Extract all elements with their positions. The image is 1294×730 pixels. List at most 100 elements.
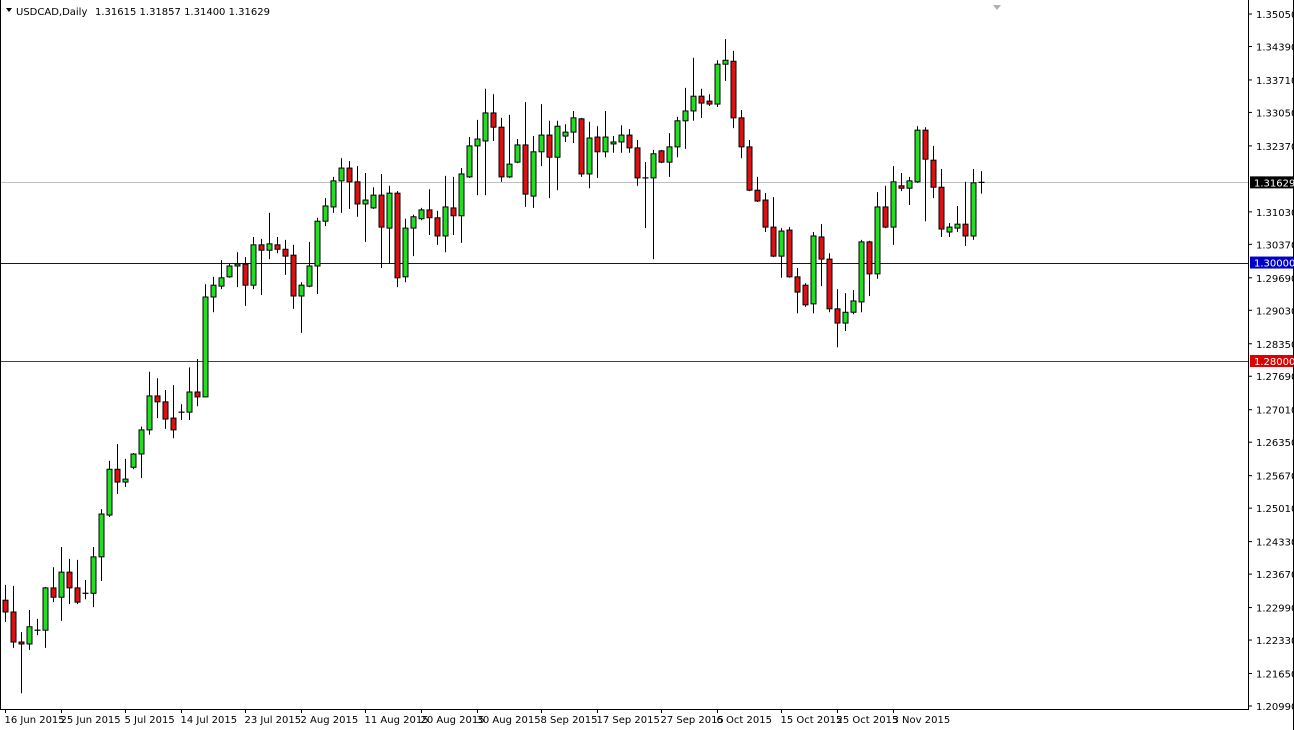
triangle-down-icon[interactable] [6,8,12,12]
candle [138,426,145,479]
price-tag [1250,256,1293,269]
candle [218,260,225,290]
price-tick-label: 1.25010 [1256,504,1294,515]
candle [570,110,577,143]
candle-body [954,223,961,229]
time-tick-label: 8 Sep 2015 [541,715,598,726]
candle-body [298,284,305,297]
price-tick-label: 1.33710 [1256,76,1294,87]
candle [482,88,489,196]
candle [866,240,873,297]
candle-body [762,199,769,228]
candle-body [890,181,897,228]
price-tag [1250,176,1293,189]
candle [586,121,593,189]
candle [114,444,121,494]
candle [946,223,953,237]
candle-body [498,126,505,178]
candle [410,214,417,257]
candle-body [482,112,489,142]
candle-body [66,571,73,589]
candle-body [842,311,849,324]
candle [90,547,97,608]
price-tick-label: 1.24330 [1256,538,1294,549]
candle [786,227,793,278]
candle [770,197,777,258]
candle [970,169,977,240]
candle [618,125,625,153]
candle [426,189,433,235]
candle [778,228,785,278]
candle-body [234,263,241,267]
candle [602,110,609,158]
time-tick-label: 17 Sep 2015 [597,715,660,726]
candle-body [594,136,601,153]
candle [826,253,833,313]
candle [658,149,665,164]
price-tick-label: 1.22330 [1256,636,1294,647]
candle-body [434,217,441,237]
candle [434,210,441,245]
candle [794,267,801,314]
price-tick-label: 1.34390 [1256,42,1294,53]
candle-body [906,180,913,189]
candle [50,567,57,603]
chart-shift-icon[interactable] [993,5,1001,10]
time-tick-label: 2 Aug 2015 [301,715,359,726]
candle-body [946,226,953,233]
price-tick-label: 1.20990 [1256,702,1294,713]
candle [930,145,937,199]
candle [378,173,385,268]
candle-body [882,206,889,228]
candle-body [922,129,929,160]
candle-body [754,189,761,202]
candle [314,217,321,295]
candle [122,458,129,487]
candle-body [730,60,737,119]
candle [458,168,465,243]
time-tick-label: 20 Aug 2015 [421,715,485,726]
candle-body [570,117,577,133]
candle [386,185,393,265]
candle [58,547,65,621]
time-tick-label: 25 Jun 2015 [61,715,121,726]
price-tick-label: 1.25670 [1256,472,1294,483]
candle-body [194,391,201,398]
candle [938,169,945,237]
candle-body [2,599,9,613]
candle-body [818,236,825,260]
candle [690,57,697,121]
candle-body [226,265,233,278]
candle [18,632,25,694]
candle-body [698,95,705,104]
candle-body [802,284,809,306]
candle-body [426,209,433,219]
time-tick-label: 6 Oct 2015 [717,715,772,726]
candle [330,176,337,213]
candle [362,172,369,242]
candle-body [826,258,833,310]
candle-body [266,243,273,251]
candle [106,460,113,518]
symbol-label: USDCAD,Daily [16,7,87,18]
price-tick-label: 1.33050 [1256,108,1294,119]
candle-body [810,235,817,305]
candle [626,129,633,153]
candle-body [186,391,193,413]
candle-body [450,207,457,217]
candle-body [938,186,945,230]
candle-body [146,395,153,431]
candle [290,244,297,309]
price-axis[interactable]: 1.35050 1.34390 1.33710 1.33050 1.32370 1.310… [1248,10,1294,713]
candle [674,116,681,158]
candle-body [418,209,425,220]
candle-body [90,556,97,594]
candle [194,359,201,407]
candle [962,181,969,246]
candle [546,120,553,199]
candle-body [930,159,937,188]
candle [906,176,913,205]
time-tick-label: 27 Sep 2015 [661,715,724,726]
